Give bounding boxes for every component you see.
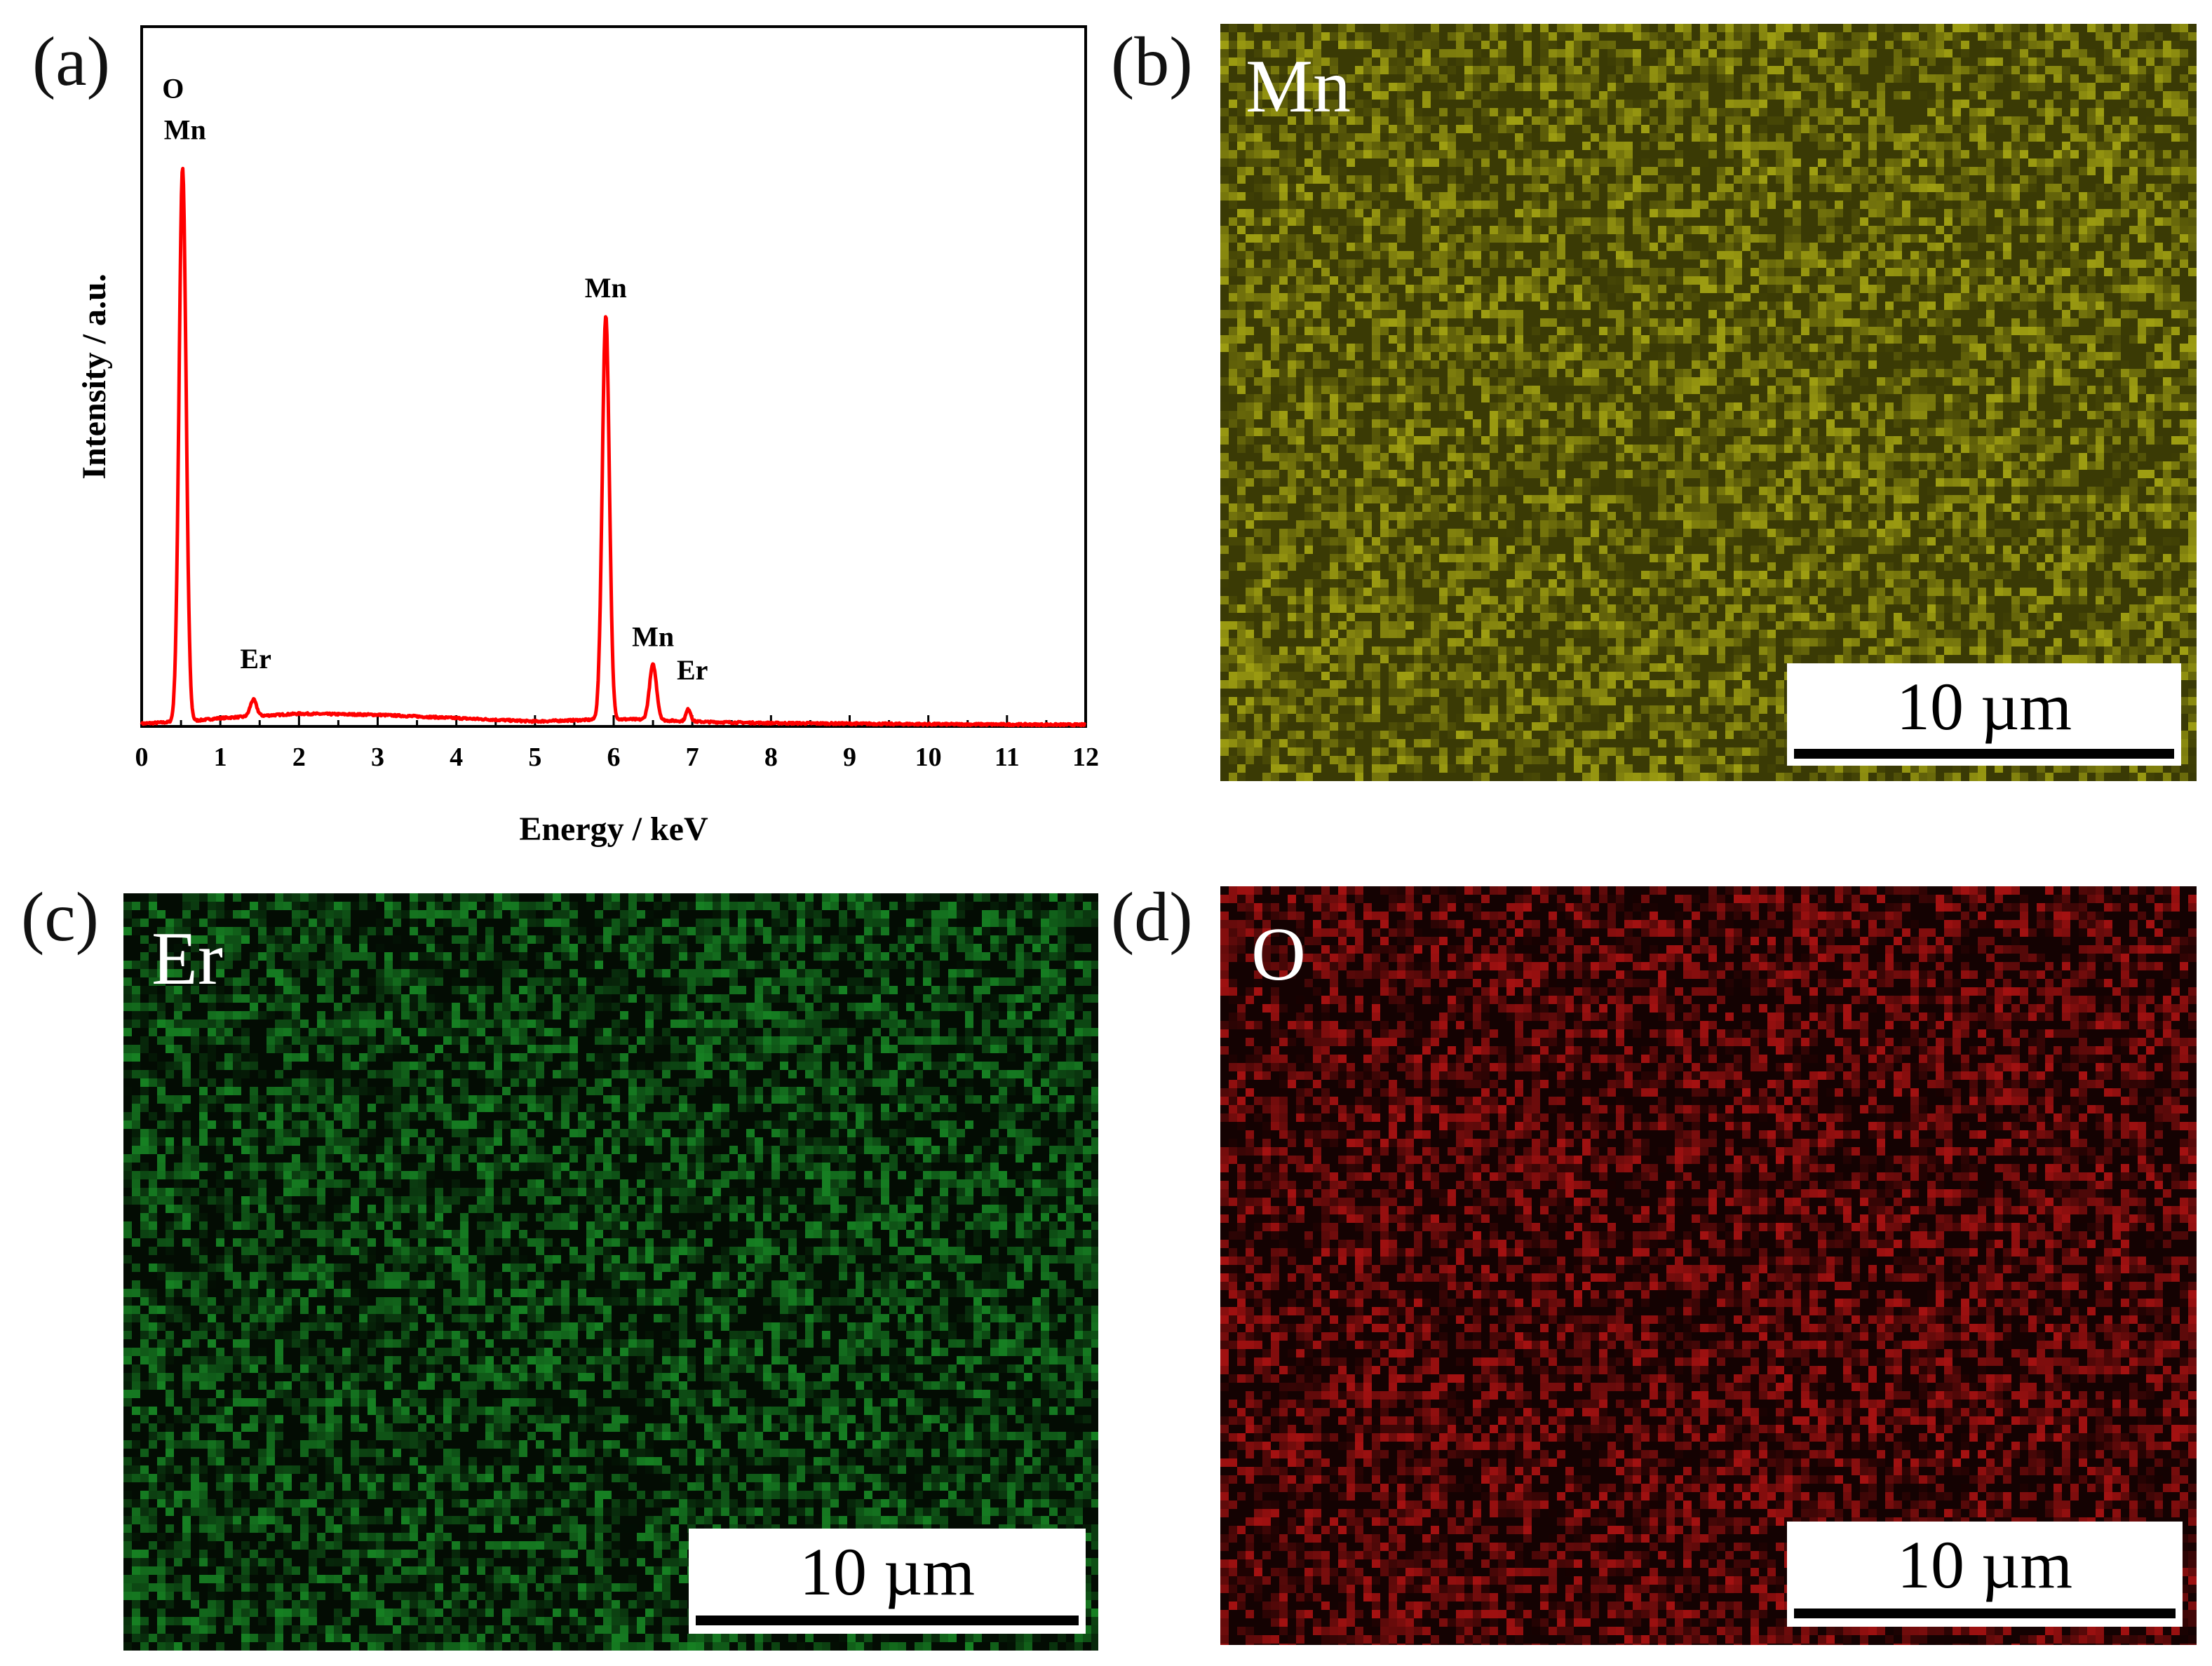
x-tick-label-9: 9 (843, 743, 856, 772)
y-axis-label: Intensity / a.u. (76, 273, 113, 479)
scale-bar-line-b (1794, 749, 2174, 759)
x-tick-label-11: 11 (994, 743, 1020, 772)
map-element-label-mn: Mn (1246, 49, 1351, 125)
mn-map: Mn 10 µm (1220, 24, 2197, 781)
x-tick-label-12: 12 (1072, 743, 1099, 772)
plot-frame (140, 25, 1087, 728)
scale-bar-label-d: 10 µm (1787, 1531, 2183, 1599)
x-tick-label-3: 3 (371, 743, 384, 772)
scale-bar-b: 10 µm (1787, 663, 2181, 766)
scale-bar-label-c: 10 µm (689, 1538, 1086, 1606)
x-tick-label-5: 5 (528, 743, 541, 772)
x-tick-label-8: 8 (764, 743, 778, 772)
o-map: O 10 µm (1220, 886, 2197, 1645)
x-axis-label: Energy / keV (519, 811, 708, 848)
peak-label-5: Er (677, 654, 708, 686)
x-axis-tick-labels: 0 1 2 3 4 5 6 7 8 9 10 11 12 (135, 743, 1100, 772)
scale-bar-c: 10 µm (689, 1529, 1086, 1634)
map-element-label-er: Er (151, 921, 223, 997)
scale-bar-label-b: 10 µm (1787, 673, 2181, 740)
peak-label-1: Mn (164, 114, 206, 146)
map-element-label-o: O (1251, 917, 1306, 993)
mn-map-image (1220, 24, 2197, 781)
x-tick-label-4: 4 (450, 743, 463, 772)
o-map-image (1220, 886, 2197, 1645)
x-tick-label-2: 2 (292, 743, 306, 772)
spectrum-line (140, 166, 1087, 728)
x-tick-label-10: 10 (915, 743, 942, 772)
peak-label-4: Mn (632, 621, 674, 652)
peak-label-2: Er (240, 643, 271, 675)
scale-bar-d: 10 µm (1787, 1522, 2183, 1627)
panel-label-d: (d) (1111, 882, 1193, 952)
scale-bar-line-d (1794, 1609, 2176, 1618)
er-map: Er 10 µm (123, 893, 1098, 1651)
panel-label-b: (b) (1111, 27, 1193, 97)
peak-label-3: Mn (585, 272, 627, 304)
x-tick-label-7: 7 (686, 743, 699, 772)
panel-label-a: (a) (32, 27, 110, 97)
x-tick-label-6: 6 (607, 743, 621, 772)
peak-label-0: O (162, 72, 184, 104)
x-tick-label-1: 1 (214, 743, 227, 772)
scale-bar-line-c (696, 1616, 1079, 1625)
panel-label-c: (c) (21, 882, 99, 952)
x-tick-label-0: 0 (135, 743, 149, 772)
